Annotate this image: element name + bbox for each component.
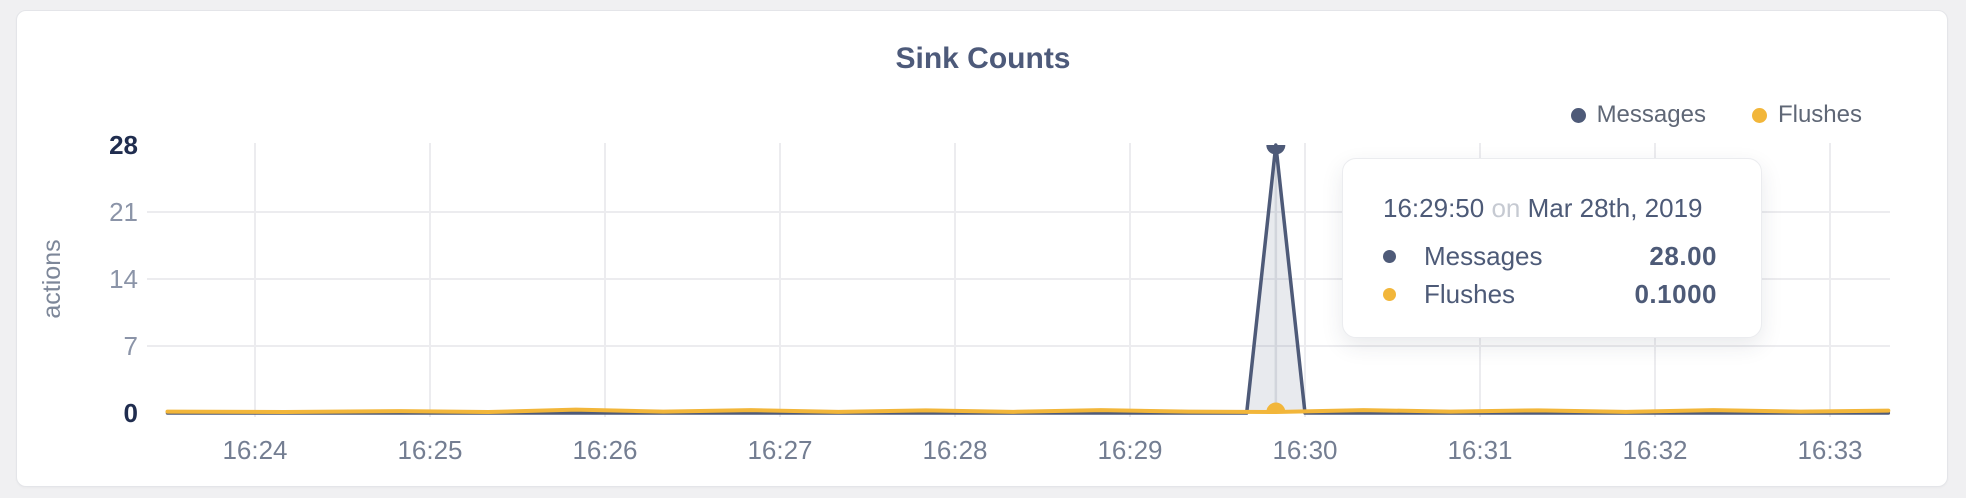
tooltip-label-messages: Messages [1424, 241, 1543, 271]
y-tick-label: 28 [109, 130, 138, 160]
tooltip-separator: on [1491, 193, 1521, 223]
legend-label-flushes: Flushes [1777, 101, 1862, 128]
y-tick-label: 7 [124, 331, 138, 361]
x-tick-label: 16:26 [572, 435, 637, 465]
tooltip-value-messages: 28.00 [1649, 241, 1717, 271]
hover-dot-messages [1266, 145, 1286, 155]
hover-tooltip: 16:29:50 on Mar 28th, 2019 Messages 28.0… [1342, 158, 1762, 338]
x-tick-label: 16:32 [1622, 435, 1687, 465]
tooltip-header: 16:29:50 on Mar 28th, 2019 [1383, 193, 1717, 224]
y-tick-label: 14 [109, 264, 138, 294]
tooltip-date: Mar 28th, 2019 [1527, 193, 1703, 223]
messages-legend-dot-icon [1570, 107, 1586, 123]
tooltip-value-flushes: 0.1000 [1634, 279, 1717, 309]
flushes-dot-icon [1383, 288, 1396, 301]
x-tick-label: 16:31 [1447, 435, 1512, 465]
flushes-legend-dot-icon [1751, 107, 1767, 123]
flushes-line[interactable] [165, 407, 1891, 415]
tooltip-row-messages: Messages 28.00 [1383, 241, 1717, 272]
messages-dot-icon [1383, 250, 1396, 263]
chart-legend: Messages Flushes [1570, 101, 1862, 129]
x-tick-label: 16:28 [922, 435, 987, 465]
tooltip-time: 16:29:50 [1383, 193, 1485, 223]
hover-dot-flushes [1266, 402, 1286, 413]
x-tick-label: 16:30 [1272, 435, 1337, 465]
y-tick-label: 0 [124, 398, 138, 428]
x-tick-label: 16:27 [747, 435, 812, 465]
tooltip-label-flushes: Flushes [1424, 279, 1516, 309]
legend-item-messages[interactable]: Messages [1570, 101, 1706, 129]
y-tick-label: 21 [109, 197, 138, 227]
chart-title: Sink Counts [895, 42, 1071, 75]
x-tick-label: 16:24 [222, 435, 287, 465]
x-tick-label: 16:33 [1797, 435, 1862, 465]
legend-item-flushes[interactable]: Flushes [1751, 101, 1862, 129]
hover-markers [1266, 145, 1286, 413]
legend-label-messages: Messages [1596, 101, 1706, 128]
tooltip-row-flushes: Flushes 0.1000 [1383, 279, 1717, 310]
x-tick-label: 16:25 [397, 435, 462, 465]
x-tick-label: 16:29 [1097, 435, 1162, 465]
y-axis-title: actions [38, 239, 66, 318]
